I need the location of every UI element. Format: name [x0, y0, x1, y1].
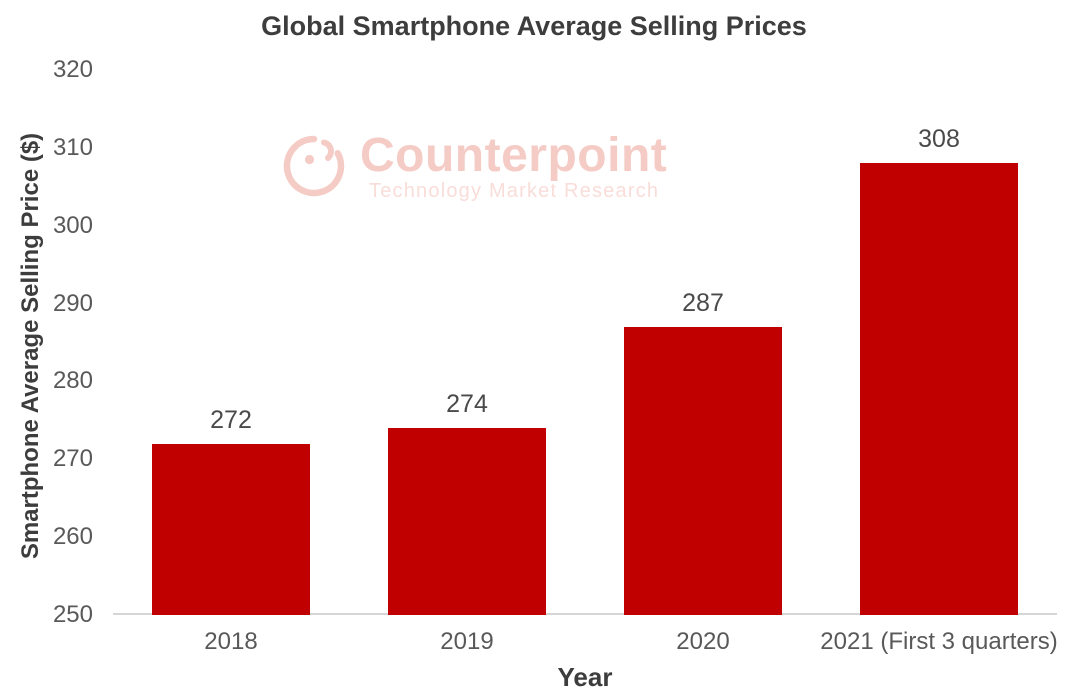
y-tick-label: 290 — [52, 289, 93, 317]
watermark-brand: Counterpoint — [360, 129, 668, 182]
chart-title: Global Smartphone Average Selling Prices — [261, 11, 807, 41]
x-tick-label: 2019 — [440, 628, 494, 655]
bar-value-label: 287 — [682, 288, 724, 317]
counterpoint-logo-icon — [283, 135, 345, 197]
x-tick-label: 2021 (First 3 quarters) — [820, 628, 1058, 655]
y-tick-label: 260 — [52, 523, 93, 551]
x-axis-title: Year — [557, 662, 613, 692]
bar-2020 — [624, 326, 782, 615]
bar-value-label: 272 — [210, 405, 252, 434]
bar-value-label: 274 — [446, 390, 488, 419]
y-tick-label: 250 — [52, 601, 93, 628]
x-axis-line — [113, 613, 1057, 615]
watermark-tagline: Technology Market Research — [369, 180, 660, 202]
y-tick-label: 310 — [52, 133, 93, 161]
bar-2019 — [388, 428, 546, 615]
y-tick-label: 300 — [52, 211, 93, 239]
bar-2021 (First 3 quarters) — [860, 163, 1018, 615]
x-tick-label: 2020 — [676, 628, 730, 655]
y-tick-label: 320 — [52, 56, 93, 83]
x-tick-label: 2018 — [204, 628, 258, 655]
y-axis-title: Smartphone Average Selling Price ($) — [17, 132, 44, 560]
y-tick-label: 280 — [52, 367, 93, 395]
bar-2018 — [152, 443, 310, 615]
y-tick-label: 270 — [52, 445, 93, 473]
bar-value-label: 308 — [918, 125, 960, 154]
